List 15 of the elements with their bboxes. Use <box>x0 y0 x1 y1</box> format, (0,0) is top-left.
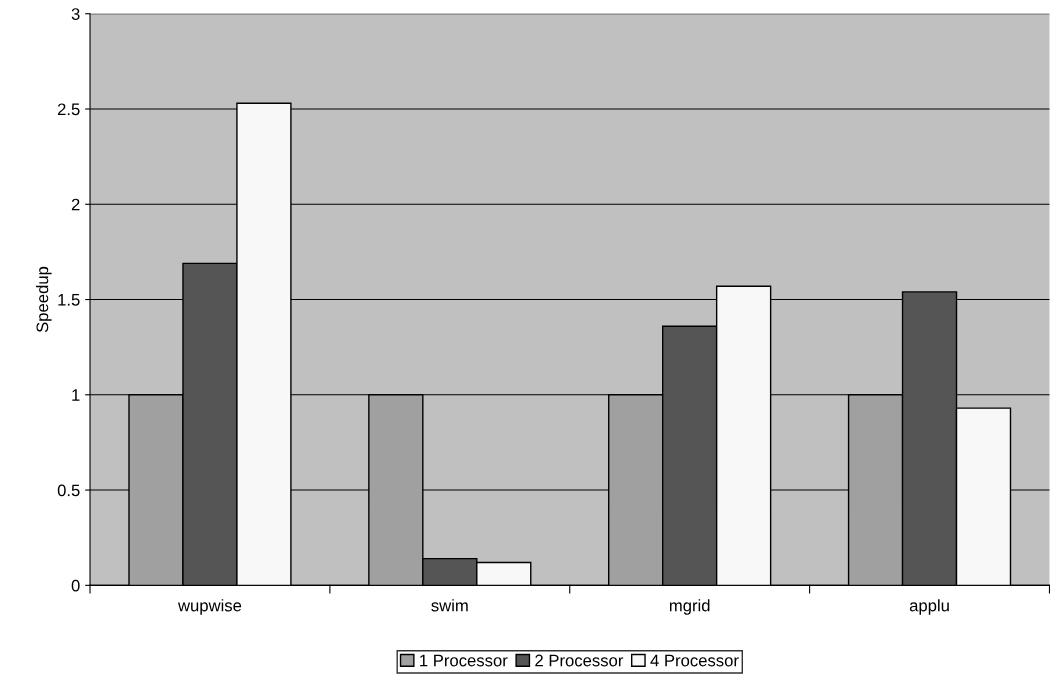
y-tick-label: 3 <box>71 8 80 20</box>
y-tick-label: 2 <box>71 198 80 211</box>
legend-label: 1 Processor <box>420 654 508 667</box>
y-tick-label: 1.5 <box>58 294 80 306</box>
x-tick-label: mgrid <box>669 599 710 615</box>
x-tick-label: swim <box>431 599 468 612</box>
y-tick-label: 1 <box>72 389 80 401</box>
x-tick-label: applu <box>909 599 949 615</box>
y-tick-label: 2.5 <box>57 103 80 116</box>
y-axis-title: Speedup <box>36 266 52 333</box>
y-tick-label: 0 <box>71 579 80 592</box>
legend-label: 4 Processor <box>650 654 739 667</box>
y-tick-label: 0.5 <box>57 484 80 497</box>
x-tick-label: wupwise <box>177 599 242 615</box>
legend-label: 2 Processor <box>535 654 624 667</box>
